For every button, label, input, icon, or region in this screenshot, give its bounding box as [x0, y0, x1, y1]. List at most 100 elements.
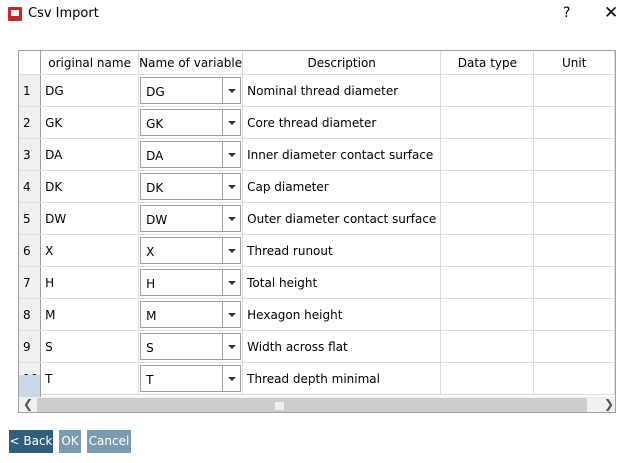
variable-name-combobox[interactable]: DK [138, 170, 244, 203]
data-type-cell[interactable] [440, 362, 535, 395]
row-number: 1 [19, 74, 42, 107]
help-button[interactable]: ? [563, 5, 571, 21]
import-table: original name Name of variable Descripti… [18, 50, 616, 413]
back-button[interactable]: < Back [9, 430, 53, 453]
chevron-down-icon[interactable] [222, 238, 240, 263]
original-name-cell[interactable]: T [40, 362, 140, 395]
table-row: 7 H H Total height [19, 266, 615, 299]
column-header-data-type[interactable]: Data type [440, 51, 535, 75]
description-cell[interactable]: Outer diameter contact surface [242, 202, 442, 235]
data-type-cell[interactable] [440, 170, 535, 203]
column-header-unit[interactable]: Unit [533, 51, 615, 75]
chevron-down-icon[interactable] [222, 78, 240, 103]
variable-name-value: X [146, 245, 155, 259]
window-title: Csv Import [28, 6, 99, 21]
variable-name-combobox[interactable]: DA [138, 138, 244, 171]
description-cell[interactable]: Thread depth minimal [242, 362, 442, 395]
unit-cell[interactable] [533, 138, 615, 171]
data-type-cell[interactable] [440, 202, 535, 235]
table-row: 6 X X Thread runout [19, 234, 615, 267]
row-number: 9 [19, 330, 42, 363]
row-number: 4 [19, 170, 42, 203]
variable-name-combobox[interactable]: H [138, 266, 244, 299]
row-number: 2 [19, 106, 42, 139]
data-type-cell[interactable] [440, 138, 535, 171]
scroll-track[interactable] [37, 398, 587, 412]
column-header-original-name[interactable]: original name [40, 51, 140, 75]
description-cell[interactable]: Inner diameter contact surface [242, 138, 442, 171]
description-cell[interactable]: Core thread diameter [242, 106, 442, 139]
close-button[interactable]: ✕ [604, 3, 619, 23]
original-name-cell[interactable]: M [40, 298, 140, 331]
table-row: 4 DK DK Cap diameter [19, 170, 615, 203]
description-cell[interactable]: Nominal thread diameter [242, 74, 442, 107]
chevron-down-icon[interactable] [222, 270, 240, 295]
unit-cell[interactable] [533, 202, 615, 235]
variable-name-value: GK [146, 117, 164, 131]
variable-name-value: T [146, 373, 154, 387]
column-header-description[interactable]: Description [242, 51, 442, 75]
unit-cell[interactable] [533, 298, 615, 331]
data-type-cell[interactable] [440, 74, 535, 107]
unit-cell[interactable] [533, 106, 615, 139]
variable-name-value: H [146, 277, 156, 291]
table-row: 3 DA DA Inner diameter contact surface [19, 138, 615, 171]
original-name-cell[interactable]: DK [40, 170, 140, 203]
unit-cell[interactable] [533, 74, 615, 107]
chevron-down-icon[interactable] [222, 302, 240, 327]
original-name-cell[interactable]: DW [40, 202, 140, 235]
description-cell[interactable]: Total height [242, 266, 442, 299]
chevron-down-icon[interactable] [222, 142, 240, 167]
unit-cell[interactable] [533, 266, 615, 299]
unit-cell[interactable] [533, 170, 615, 203]
variable-name-value: DW [146, 213, 168, 227]
data-type-cell[interactable] [440, 266, 535, 299]
description-cell[interactable]: Hexagon height [242, 298, 442, 331]
variable-name-combobox[interactable]: S [138, 330, 244, 363]
horizontal-scrollbar[interactable]: ❮ ❯ [19, 397, 615, 412]
data-type-cell[interactable] [440, 234, 535, 267]
table-row: 5 DW DW Outer diameter contact surface [19, 202, 615, 235]
variable-name-combobox[interactable]: GK [138, 106, 244, 139]
chevron-down-icon[interactable] [222, 110, 240, 135]
unit-cell[interactable] [533, 362, 615, 395]
ok-button[interactable]: OK [59, 430, 81, 453]
chevron-down-icon[interactable] [222, 366, 240, 391]
chevron-down-icon[interactable] [222, 206, 240, 231]
original-name-cell[interactable]: DG [40, 74, 140, 107]
unit-cell[interactable] [533, 330, 615, 363]
data-type-cell[interactable] [440, 298, 535, 331]
original-name-cell[interactable]: S [40, 330, 140, 363]
row-number: 6 [19, 234, 42, 267]
scroll-left-icon[interactable]: ❮ [23, 397, 34, 411]
data-type-cell[interactable] [440, 330, 535, 363]
row-number: 5 [19, 202, 42, 235]
original-name-cell[interactable]: H [40, 266, 140, 299]
original-name-cell[interactable]: GK [40, 106, 140, 139]
chevron-down-icon[interactable] [222, 334, 240, 359]
description-cell[interactable]: Width across flat [242, 330, 442, 363]
description-cell[interactable]: Thread runout [242, 234, 442, 267]
empty-row-header [19, 375, 41, 397]
variable-name-combobox[interactable]: X [138, 234, 244, 267]
chevron-down-icon[interactable] [222, 174, 240, 199]
variable-name-value: DG [146, 85, 165, 99]
variable-name-combobox[interactable]: DW [138, 202, 244, 235]
unit-cell[interactable] [533, 234, 615, 267]
description-cell[interactable]: Cap diameter [242, 170, 442, 203]
original-name-cell[interactable]: X [40, 234, 140, 267]
row-number: 3 [19, 138, 42, 171]
table-row: 2 GK GK Core thread diameter [19, 106, 615, 139]
variable-name-combobox[interactable]: T [138, 362, 244, 395]
original-name-cell[interactable]: DA [40, 138, 140, 171]
scroll-thumb[interactable] [275, 402, 284, 410]
variable-name-combobox[interactable]: DG [138, 74, 244, 107]
table-row: 8 M M Hexagon height [19, 298, 615, 331]
title-bar: Csv Import ? ✕ [0, 0, 636, 30]
variable-name-combobox[interactable]: M [138, 298, 244, 331]
cancel-button[interactable]: Cancel [87, 430, 131, 453]
table-row: 9 S S Width across flat [19, 330, 615, 363]
scroll-right-icon[interactable]: ❯ [604, 397, 615, 411]
column-header-name-of-variable[interactable]: Name of variable [138, 51, 244, 75]
data-type-cell[interactable] [440, 106, 535, 139]
